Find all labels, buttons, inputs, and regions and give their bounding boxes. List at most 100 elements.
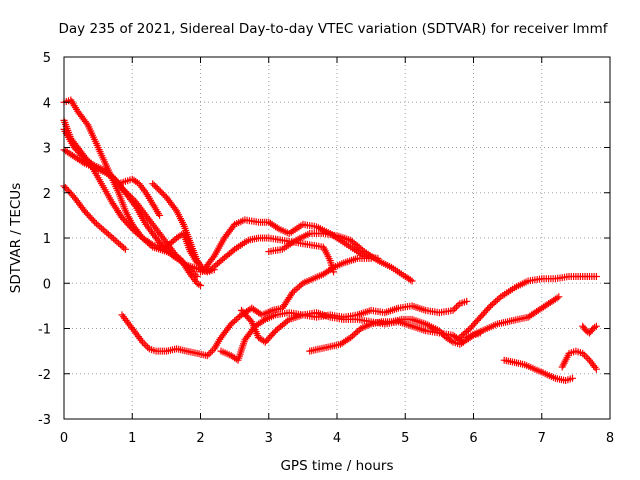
data-point <box>144 343 152 351</box>
series-8 <box>197 234 338 276</box>
data-point <box>89 217 97 224</box>
data-point <box>118 184 126 192</box>
data-point <box>227 320 235 328</box>
data-point <box>328 265 336 272</box>
data-point <box>553 294 561 302</box>
x-tick-label: 5 <box>401 431 409 446</box>
data-point <box>203 352 211 360</box>
data-point <box>246 316 254 324</box>
data-point <box>104 230 112 238</box>
data-point <box>348 332 356 340</box>
data-point <box>70 144 78 151</box>
data-point <box>195 280 203 288</box>
data-point <box>592 365 600 373</box>
x-tick-label: 3 <box>265 431 273 446</box>
data-point <box>132 228 140 236</box>
data-point <box>188 267 196 275</box>
data-point <box>367 254 375 262</box>
data-point <box>130 196 138 204</box>
data-point <box>266 333 274 341</box>
data-point <box>106 232 114 240</box>
data-point <box>229 319 237 326</box>
data-point <box>128 225 136 233</box>
data-point <box>347 334 355 342</box>
data-point <box>582 353 590 361</box>
data-point <box>232 316 240 323</box>
data-point <box>458 332 466 340</box>
data-point <box>492 297 500 305</box>
data-point <box>292 285 300 293</box>
data-point <box>355 326 363 334</box>
data-point <box>488 300 496 308</box>
y-tick-label: -3 <box>38 413 51 428</box>
data-point <box>439 330 447 338</box>
data-point <box>214 260 222 268</box>
data-point <box>273 224 281 232</box>
data-point <box>149 180 157 188</box>
data-point <box>128 194 136 202</box>
data-point <box>94 221 102 229</box>
series-5 <box>60 182 129 253</box>
data-point <box>297 281 305 289</box>
x-tick-label: 8 <box>606 431 614 446</box>
data-point <box>464 326 472 334</box>
y-tick-label: 4 <box>43 96 51 111</box>
data-point <box>169 237 177 245</box>
data-point <box>352 329 360 337</box>
data-point <box>584 355 592 362</box>
data-point <box>179 259 187 267</box>
axis-ticks: 0 1 2 3 4 5 6 7 8 -3 -2 -1 0 1 2 3 4 5 <box>38 51 614 446</box>
data-point <box>120 186 128 194</box>
data-point <box>289 288 297 296</box>
data-point <box>96 223 104 231</box>
data-point <box>569 374 576 382</box>
data-point <box>435 327 443 335</box>
y-tick-label: 3 <box>43 142 51 157</box>
series-7 <box>149 180 382 274</box>
data-point <box>270 328 278 336</box>
y-tick-label: 2 <box>43 187 51 202</box>
data-point <box>120 244 128 252</box>
data-point <box>130 227 138 234</box>
x-tick-label: 0 <box>60 431 68 446</box>
data-point <box>125 191 133 199</box>
data-point <box>555 293 563 301</box>
data-point <box>484 305 492 313</box>
data-point <box>121 245 129 253</box>
data-point <box>98 224 105 232</box>
series-16 <box>500 356 576 384</box>
data-point <box>459 331 467 338</box>
series-15 <box>463 293 563 342</box>
data-point <box>205 350 213 358</box>
data-point <box>207 348 215 356</box>
data-point <box>261 338 269 346</box>
data-point <box>121 217 129 225</box>
data-point <box>147 240 155 248</box>
data-point <box>86 213 94 221</box>
data-point <box>125 222 133 230</box>
data-point <box>476 313 484 321</box>
data-point <box>487 302 495 310</box>
data-point <box>226 322 234 330</box>
data-point <box>92 220 100 228</box>
y-tick-label: -2 <box>38 368 51 383</box>
data-point <box>174 254 182 262</box>
data-point <box>193 273 201 280</box>
data-point <box>350 331 358 338</box>
data-point <box>171 205 179 213</box>
data-point <box>103 229 111 237</box>
data-point <box>592 322 600 330</box>
series-18 <box>579 322 600 337</box>
data-point <box>454 301 462 309</box>
data-point <box>493 296 501 304</box>
data-point <box>156 211 164 219</box>
data-point <box>83 119 91 127</box>
data-point <box>116 241 124 249</box>
data-point <box>408 277 416 285</box>
data-point <box>212 261 220 269</box>
data-point <box>359 246 367 254</box>
data-point <box>173 252 181 260</box>
data-point <box>208 264 216 272</box>
series-2 <box>60 116 201 267</box>
